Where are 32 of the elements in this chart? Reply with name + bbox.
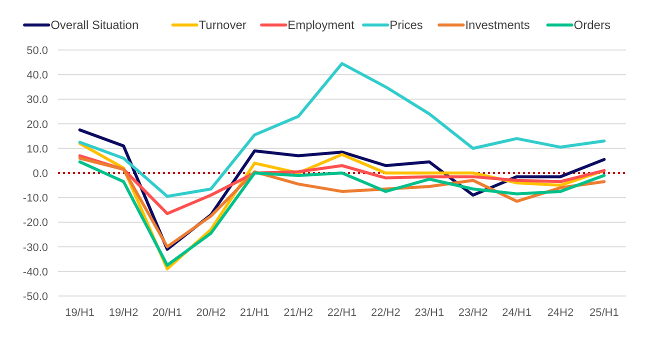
y-tick-label: 20.0 — [26, 118, 48, 131]
x-tick-label: 20/H1 — [152, 307, 182, 319]
x-tick-label: 20/H2 — [196, 307, 226, 319]
x-tick-label: 22/H1 — [327, 307, 357, 319]
y-tick-label: 50.0 — [26, 45, 48, 57]
y-tick-label: 30.0 — [26, 94, 48, 106]
y-tick-label: -50.0 — [22, 291, 48, 303]
x-tick-label: 19/H1 — [65, 307, 95, 319]
y-tick-label: -20.0 — [22, 217, 48, 230]
y-tick-label: 0.0 — [32, 168, 48, 180]
y-tick-label: 10.0 — [26, 143, 48, 156]
x-tick-label: 22/H2 — [371, 307, 400, 319]
x-tick-label: 23/H1 — [414, 307, 444, 319]
x-tick-label: 24/H1 — [502, 307, 532, 319]
x-tick-label: 21/H1 — [240, 307, 270, 319]
legend-label: Turnover — [198, 18, 246, 32]
y-tick-label: -10.0 — [22, 192, 48, 205]
legend-label: Orders — [574, 18, 610, 32]
legend-label: Investments — [465, 18, 530, 32]
legend-label: Overall Situation — [50, 18, 139, 32]
legend-label: Prices — [390, 18, 423, 32]
line-series — [78, 62, 606, 198]
x-tick-label: 19/H2 — [108, 307, 138, 319]
y-tick-label: 40.0 — [26, 70, 48, 82]
x-tick-label: 24H2 — [547, 307, 574, 319]
legend-label: Employment — [288, 18, 355, 32]
x-tick-label: 25/H1 — [589, 307, 619, 319]
x-tick-label: 21/H2 — [284, 307, 313, 319]
y-tick-label: -40.0 — [22, 266, 48, 278]
x-tick-label: 23/H2 — [458, 307, 488, 319]
line-series — [78, 160, 606, 267]
y-tick-label: -30.0 — [22, 242, 48, 254]
